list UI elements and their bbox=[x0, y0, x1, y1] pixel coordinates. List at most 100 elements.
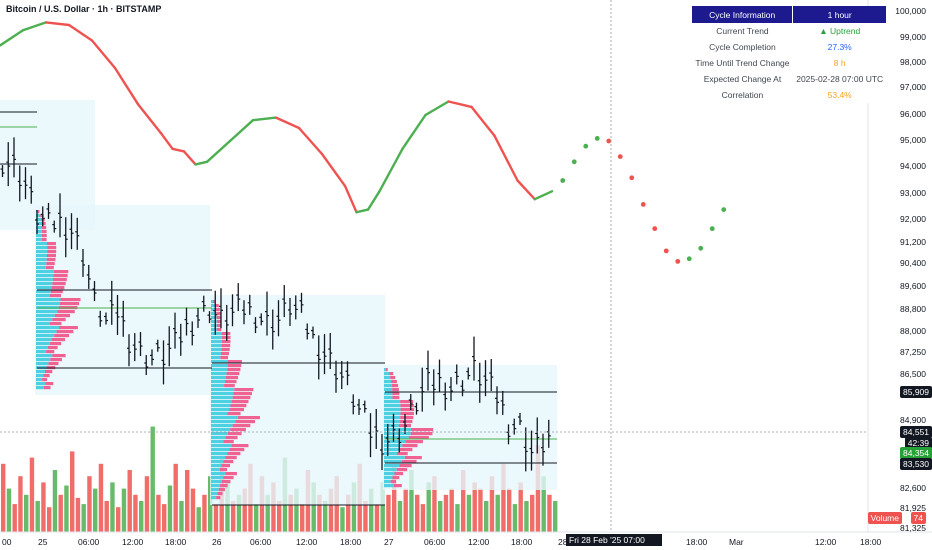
volume-profile-bar-up bbox=[211, 308, 216, 312]
volume-profile-bar-down bbox=[54, 314, 71, 318]
time-axis-tick: 06:00 bbox=[424, 537, 446, 547]
price-axis-tick: 81,325 bbox=[900, 523, 926, 533]
volume-bar bbox=[121, 488, 127, 532]
volume-bar bbox=[363, 501, 368, 532]
volume-profile-bar-up bbox=[211, 380, 226, 384]
time-axis-tick: 06:00 bbox=[250, 537, 272, 547]
volume-profile-bar-down bbox=[49, 294, 61, 298]
volume-profile-bar-down bbox=[221, 464, 231, 468]
volume-bar bbox=[484, 501, 489, 532]
chart-title: Bitcoin / U.S. Dollar · 1h · BITSTAMP bbox=[6, 4, 162, 14]
volume-profile-bar-down bbox=[53, 274, 68, 278]
cycle-projection-dot bbox=[629, 175, 635, 181]
volume-profile-bar-down bbox=[218, 488, 225, 492]
volume-profile-bar-up bbox=[384, 400, 401, 404]
volume-bar bbox=[93, 488, 98, 532]
volume-layer bbox=[1, 426, 558, 532]
volume-profile-bar-up bbox=[211, 408, 230, 412]
volume-profile-bar-down bbox=[43, 374, 50, 378]
volume-bar bbox=[277, 501, 282, 532]
time-axis-tick: Mar bbox=[729, 537, 744, 547]
volume-profile-bar-up bbox=[36, 298, 61, 302]
volume-profile-bar-down bbox=[42, 378, 48, 382]
volume-profile-bar-up bbox=[384, 384, 392, 388]
cycle-line-segment bbox=[378, 147, 404, 193]
volume-profile-bar-up bbox=[384, 468, 397, 472]
volume-bar bbox=[288, 494, 293, 532]
volume-profile-bar-up bbox=[36, 270, 54, 274]
volume-profile-bar-down bbox=[220, 484, 228, 488]
time-axis[interactable]: 00 25 06:00 12:00 18:00 26 06:00 12:00 18:00 27 06… bbox=[0, 532, 881, 550]
price-axis-tick: 92,000 bbox=[900, 214, 926, 224]
time-axis-tick: 18:00 bbox=[165, 537, 187, 547]
price-axis-tick: 90,400 bbox=[900, 258, 926, 268]
volume-profile-bar-up bbox=[36, 326, 60, 330]
time-axis-tick: 26 bbox=[212, 537, 222, 547]
volume-profile-bar-down bbox=[229, 408, 245, 412]
price-axis[interactable]: 100,000 99,000 98,000 97,000 96,000 95,000 94,… bbox=[868, 0, 932, 533]
volume-bar bbox=[472, 482, 477, 532]
price-axis-tick: 84,900 bbox=[900, 415, 926, 425]
volume-profile-bar-down bbox=[230, 428, 246, 432]
price-axis-tick: 91,200 bbox=[900, 237, 926, 247]
cycle-header-label: Cycle Information bbox=[692, 6, 794, 23]
volume-profile-bar-up bbox=[211, 352, 221, 356]
volume-profile-bar-up bbox=[36, 342, 50, 346]
volume-profile-bar-up bbox=[211, 400, 232, 404]
volume-profile-bar-up bbox=[384, 480, 391, 484]
cycle-projection-dot bbox=[640, 202, 646, 207]
time-axis-tick: 12:00 bbox=[296, 537, 318, 547]
volume-profile-bar-up bbox=[36, 286, 52, 290]
volume-profile-bar-up bbox=[36, 290, 51, 294]
volume-profile-bar-up bbox=[211, 348, 222, 352]
volume-profile-bar-up bbox=[36, 374, 44, 378]
volume-profile-bar-down bbox=[216, 316, 222, 320]
volume-profile-bar-down bbox=[400, 408, 415, 412]
volume-profile-bar-down bbox=[223, 440, 234, 444]
correlation-value: 53.4% bbox=[792, 87, 887, 103]
volume-bar bbox=[104, 501, 109, 532]
volume-profile-bar-up bbox=[384, 372, 390, 376]
volume-profile-bar-down bbox=[399, 448, 413, 452]
level-lines-layer bbox=[0, 111, 557, 506]
volume-profile-bar-down bbox=[41, 222, 46, 226]
cycle-projection-dot bbox=[686, 256, 692, 262]
price-axis-tick: 82,600 bbox=[900, 483, 926, 493]
volume-profile-bar-up bbox=[36, 254, 47, 258]
time-axis-tick: 18:00 bbox=[686, 537, 708, 547]
volume-bar bbox=[75, 497, 81, 532]
volume-profile-bar-down bbox=[399, 464, 412, 468]
volume-profile-bar-up bbox=[36, 350, 47, 354]
volume-bar bbox=[403, 488, 408, 532]
volume-profile-bar-up bbox=[211, 460, 224, 464]
volume-profile-bar-down bbox=[220, 356, 229, 360]
volume-profile-bar-down bbox=[392, 388, 399, 392]
volume-profile-bar-up bbox=[36, 294, 50, 298]
price-axis-tick: 87,250 bbox=[900, 347, 926, 357]
cycle-projection-dot bbox=[721, 207, 727, 213]
volume-profile-bar-up bbox=[384, 460, 402, 464]
volume-profile-bar-up bbox=[211, 392, 234, 396]
cycle-line-segment bbox=[493, 134, 519, 182]
volume-bar bbox=[254, 504, 259, 532]
volume-profile-bar-up bbox=[36, 242, 47, 246]
volume-bar bbox=[541, 476, 546, 532]
time-axis-tick: 00 bbox=[2, 537, 12, 547]
volume-profile-bar-up bbox=[211, 356, 221, 360]
volume-bar bbox=[340, 507, 345, 532]
volume-profile-bar-down bbox=[212, 300, 215, 304]
volume-profile-bar-down bbox=[37, 210, 40, 214]
volume-profile-bar-up bbox=[211, 320, 217, 324]
volume-profile-bar-down bbox=[392, 476, 400, 480]
cycle-projection-dot bbox=[698, 245, 704, 251]
volume-profile-bar-up bbox=[211, 332, 222, 336]
volume-profile-bar-up bbox=[211, 424, 233, 428]
volume-profile-bar-up bbox=[36, 230, 42, 234]
volume-profile-bar-up bbox=[36, 310, 58, 314]
bar-countdown-label: 42:39 bbox=[904, 437, 932, 449]
volume-profile-bar-up bbox=[36, 330, 57, 334]
volume-profile-bar-down bbox=[41, 234, 47, 238]
volume-bar bbox=[190, 488, 196, 532]
volume-profile-bar-up bbox=[384, 420, 400, 424]
